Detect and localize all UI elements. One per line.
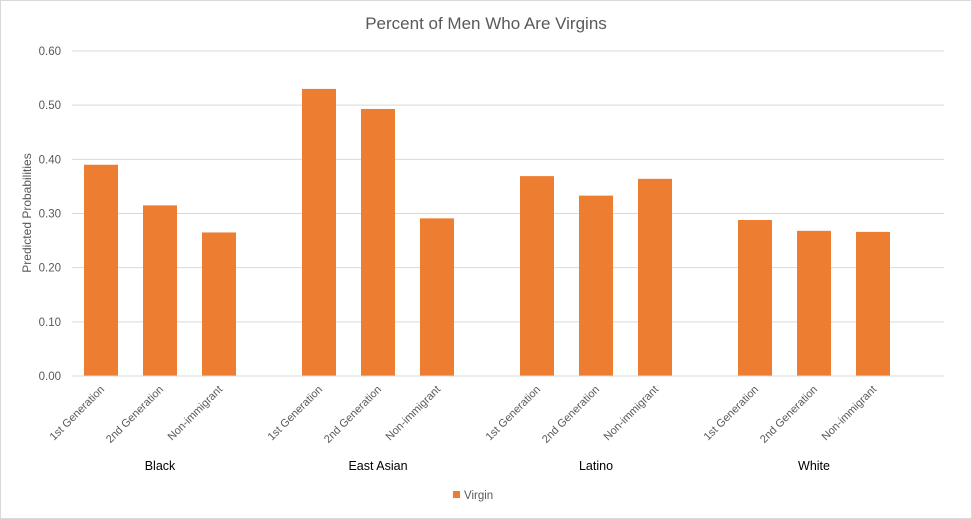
bar-black-3 bbox=[202, 232, 236, 376]
group-label: East Asian bbox=[348, 459, 407, 473]
group-label: Latino bbox=[579, 459, 613, 473]
x-tick-label: Non-immigrant bbox=[384, 384, 443, 443]
y-axis-label: Predicted Probabilities bbox=[20, 153, 34, 272]
x-tick-label: 2nd Generation bbox=[104, 384, 166, 446]
bar-black-2 bbox=[143, 205, 177, 376]
y-tick-label: 0.30 bbox=[39, 209, 61, 221]
x-tick-label: 2nd Generation bbox=[758, 384, 820, 446]
y-tick-label: 0.10 bbox=[39, 317, 61, 329]
y-tick-label: 0.50 bbox=[39, 100, 61, 112]
bar-latino-3 bbox=[638, 178, 672, 376]
legend-swatch bbox=[453, 491, 460, 498]
x-tick-label: 2nd Generation bbox=[540, 384, 602, 446]
y-tick-label: 0.20 bbox=[39, 263, 61, 275]
bar-latino-2 bbox=[579, 195, 613, 376]
legend-label-virgin: Virgin bbox=[464, 490, 493, 502]
bar-east-asian-2 bbox=[361, 108, 395, 376]
x-tick-label: Non-immigrant bbox=[166, 384, 225, 443]
chart-title: Percent of Men Who Are Virgins bbox=[365, 14, 607, 33]
group-label: Black bbox=[145, 459, 176, 473]
x-tick-label: 1st Generation bbox=[484, 384, 544, 444]
bar-black-1 bbox=[84, 164, 118, 376]
bar-east-asian-3 bbox=[420, 218, 454, 376]
bar-latino-1 bbox=[520, 176, 554, 376]
bar-white-2 bbox=[797, 230, 831, 376]
y-tick-label: 0.40 bbox=[39, 154, 61, 166]
y-axis-ticks: 0.00 0.10 0.20 0.30 0.40 0.50 0.60 bbox=[39, 46, 61, 383]
x-tick-label: Non-immigrant bbox=[820, 384, 879, 443]
x-tick-label: 1st Generation bbox=[48, 384, 108, 444]
group-labels: Black East Asian Latino White bbox=[145, 459, 830, 473]
group-label: White bbox=[798, 459, 830, 473]
x-tick-label: 2nd Generation bbox=[322, 384, 384, 446]
bar-east-asian-1 bbox=[302, 88, 336, 377]
y-tick-label: 0.00 bbox=[39, 371, 61, 383]
x-tick-label: Non-immigrant bbox=[602, 384, 661, 443]
x-tick-label: 1st Generation bbox=[266, 384, 326, 444]
bars bbox=[84, 88, 890, 377]
bar-white-3 bbox=[856, 231, 890, 376]
legend: Virgin bbox=[453, 490, 493, 502]
x-tick-label: 1st Generation bbox=[702, 384, 762, 444]
y-tick-label: 0.60 bbox=[39, 46, 61, 58]
bar-white-1 bbox=[738, 220, 772, 376]
